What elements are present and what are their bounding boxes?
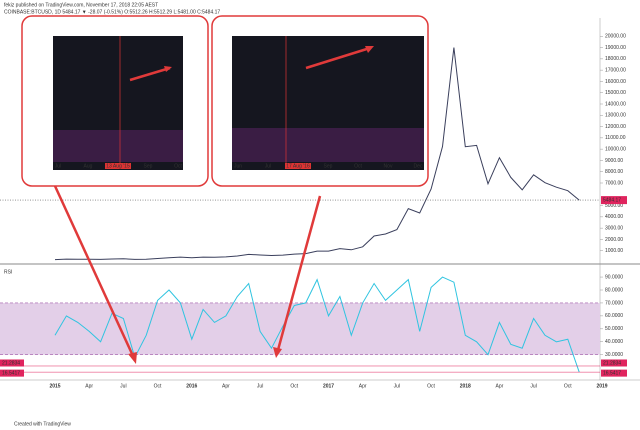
symbol-info: COINBASE:BTCUSD, 1D 5484.17 ▼ -28.07 (-0… [4, 9, 220, 15]
x-tick-label: 2018 [460, 383, 471, 389]
x-tick-label: Apr [85, 383, 93, 389]
inset-arrowhead [365, 46, 374, 53]
inset-date-marker [105, 163, 131, 169]
inset-date-label: Oct [354, 163, 362, 169]
y-tick-label: 15000.00 [605, 90, 626, 96]
y-tick-label: 5000.00 [605, 203, 623, 209]
value-marker-label: 16.5417 [603, 370, 621, 376]
y-tick-label: 90.0000 [605, 274, 623, 280]
inset-date-label: Sep [144, 163, 153, 169]
y-tick-label: 20000.00 [605, 34, 626, 40]
x-tick-label: 2015 [49, 383, 60, 389]
pane-title: RSI [4, 269, 12, 275]
y-tick-label: 14000.00 [605, 101, 626, 107]
inset-date-label: Jun [234, 163, 242, 169]
value-marker [0, 359, 24, 367]
value-marker-label: 21.2834 [2, 360, 20, 366]
y-tick-label: 8000.00 [605, 169, 623, 175]
inset-arrow [305, 46, 371, 70]
y-tick-label: 11000.00 [605, 135, 626, 141]
y-tick-label: 60.0000 [605, 313, 623, 319]
x-tick-label: 2016 [186, 383, 197, 389]
x-tick-label: Jul [530, 383, 536, 389]
x-tick-label: Apr [222, 383, 230, 389]
price-marker [601, 196, 627, 205]
pointer-arrowhead [128, 352, 137, 364]
y-tick-label: 9000.00 [605, 158, 623, 164]
x-tick-label: Jul [257, 383, 263, 389]
x-tick-label: 2019 [596, 383, 607, 389]
value-marker [601, 359, 627, 367]
x-tick-label: 2017 [323, 383, 334, 389]
inset-date-label: 13 Aug '15 [106, 163, 130, 169]
value-marker-label: 21.2834 [603, 360, 621, 366]
y-tick-label: 4000.00 [605, 214, 623, 220]
value-marker [0, 369, 24, 377]
inset-date-label: Dec [414, 163, 423, 169]
x-tick-label: Jul [394, 383, 400, 389]
inset-2: Jun Jul 17 Aug '16 Sep Oct Nov Dec [211, 15, 429, 187]
series-line [54, 47, 580, 261]
rsi-band [0, 302, 600, 355]
y-tick-label: 1000.00 [605, 248, 623, 254]
value-marker-label: 16.5417 [2, 370, 20, 376]
y-tick-label: 50.0000 [605, 326, 623, 332]
footer: Created with TradingView [14, 421, 71, 427]
inset-rsi-band [232, 128, 424, 162]
y-tick-label: 3000.00 [605, 225, 623, 231]
y-tick-label: 19000.00 [605, 45, 626, 51]
publisher: fekiz published on TradingView.com, Nove… [4, 2, 158, 8]
inset-arrow [129, 66, 171, 82]
x-tick-label: Jul [120, 383, 126, 389]
price-marker-label: 5484.17 [603, 197, 621, 203]
inset-1: Jul Aug 13 Aug '15 Sep Oct [21, 15, 209, 187]
y-tick-label: 80.0000 [605, 287, 623, 293]
x-tick-label: Oct [154, 383, 162, 389]
y-tick-label: 70.0000 [605, 300, 623, 306]
x-tick-label: Apr [359, 383, 367, 389]
y-tick-label: 7000.00 [605, 180, 623, 186]
pointer-arrowhead [273, 347, 282, 358]
plot: 1000.00 2000.00 3000.00 4000.00 5000.00 7000.… [0, 34, 627, 389]
y-tick-label: 30.0000 [605, 352, 623, 358]
y-tick-label: 40.0000 [605, 339, 623, 345]
inset-date-label: Oct [174, 163, 182, 169]
series-line [54, 276, 580, 373]
x-tick-label: Apr [496, 383, 504, 389]
inset-date-label: Sep [324, 163, 333, 169]
inset-date-label: Jul [55, 163, 61, 169]
y-tick-label: 12000.00 [605, 124, 626, 130]
y-tick-label: 17000.00 [605, 67, 626, 73]
pointer-arrow [276, 195, 322, 351]
x-tick-label: Oct [290, 383, 298, 389]
x-tick-label: Oct [564, 383, 572, 389]
inset-arrowhead [164, 66, 172, 72]
y-tick-label: 13000.00 [605, 113, 626, 119]
inset-date-label: 17 Aug '16 [286, 163, 310, 169]
x-tick-label: Oct [427, 383, 435, 389]
y-tick-label: 18000.00 [605, 56, 626, 62]
inset-date-label: Aug [84, 163, 93, 169]
inset-rsi-band [53, 130, 183, 162]
inset-date-label: Nov [384, 163, 393, 169]
value-marker [601, 369, 627, 377]
y-tick-label: 10000.00 [605, 146, 626, 152]
inset-date-label: Jul [265, 163, 271, 169]
y-tick-label: 16000.00 [605, 79, 626, 85]
pointer-arrow [53, 185, 135, 357]
inset-date-marker [285, 163, 311, 169]
y-tick-label: 2000.00 [605, 237, 623, 243]
